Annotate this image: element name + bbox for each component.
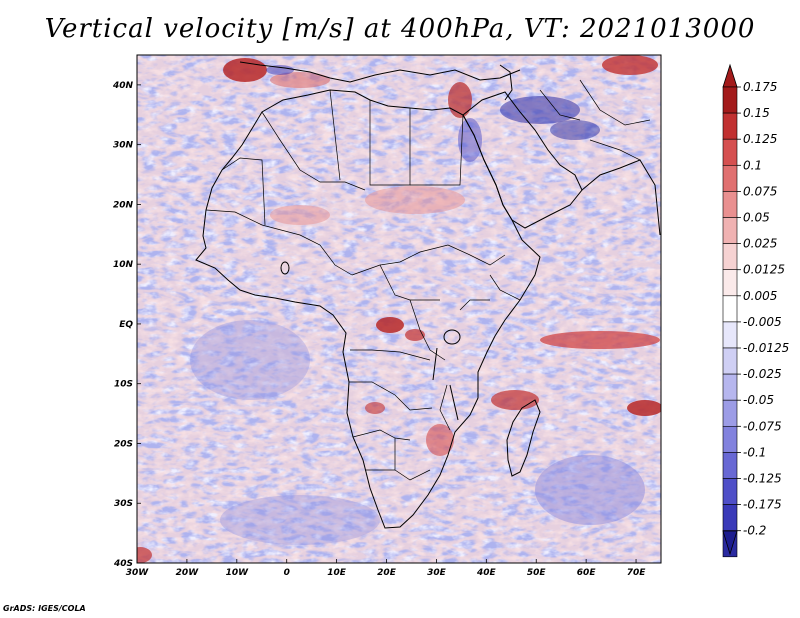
colorbar-swatch — [722, 217, 738, 244]
colorbar-swatch — [722, 138, 738, 166]
colorbar-min-arrow — [722, 530, 738, 556]
colorbar-label: -0.2 — [743, 524, 766, 538]
colorbar-label: 0.15 — [743, 106, 770, 120]
lat-tick-label: 10N — [113, 260, 134, 270]
colorbar-label: -0.0125 — [743, 341, 789, 355]
lon-tick-label: 10W — [226, 568, 250, 578]
colorbar-max-arrow — [722, 63, 738, 88]
lon-tick-label: 0 — [284, 568, 290, 578]
colorbar-swatch — [722, 243, 738, 271]
lat-tick-label: 10S — [114, 380, 133, 390]
colorbar-swatch — [722, 399, 738, 427]
strong-subsidence-patches — [190, 65, 645, 545]
map-frame — [136, 54, 662, 564]
lat-tick-label: 30N — [113, 141, 134, 151]
lat-tick-label: 30S — [114, 499, 133, 509]
colorbar-swatch — [722, 347, 738, 375]
colorbar-label: 0.1 — [743, 158, 762, 172]
colorbar-swatch — [722, 165, 738, 192]
lakes — [280, 261, 461, 421]
colorbar-label: -0.005 — [743, 315, 782, 329]
colorbar: 0.175 0.15 0.125 0.1 0.075 0.05 0.025 0.0125 0.0… — [722, 63, 789, 558]
colorbar-label: -0.075 — [743, 419, 782, 433]
colorbar-label: -0.125 — [743, 472, 782, 486]
colorbar-label: -0.175 — [743, 498, 782, 512]
arabia-coastline — [462, 91, 583, 229]
lat-tick-label: 40N — [112, 81, 134, 91]
map-title: Vertical velocity [m/s] at 400hPa, VT: 2… — [44, 14, 756, 44]
colorbar-swatch — [722, 478, 738, 505]
caspian-coastline — [499, 64, 513, 101]
colorbar-label: -0.05 — [743, 393, 774, 407]
madagascar-coastline — [506, 399, 541, 477]
lon-tick-label: 50E — [527, 568, 547, 578]
lon-tick-label: 20W — [176, 568, 200, 578]
lon-tick-label: 40E — [476, 568, 497, 578]
colorbar-swatch — [722, 452, 738, 479]
colorbar-swatch — [722, 295, 738, 323]
colorbar-swatch — [722, 504, 738, 532]
longitude-axis: 30W 20W 10W 0 10E 20E 30E 40E 50E 60E 70E — [126, 559, 646, 578]
grads-credit: GrADS: IGES/COLA — [3, 604, 86, 613]
colorbar-label: 0.05 — [743, 211, 770, 225]
country-borders — [205, 79, 651, 481]
lat-tick-label: 20N — [113, 200, 134, 210]
colorbar-label: 0.005 — [743, 289, 777, 303]
colorbar-swatch — [722, 373, 738, 401]
lat-tick-label: 40S — [113, 559, 133, 569]
latitude-axis: 40N 30N 20N 10N EQ 10S 20S 30S 40S — [112, 81, 141, 569]
coastlines — [195, 61, 661, 529]
asia-coastline — [581, 159, 661, 236]
colorbar-label: 0.025 — [743, 237, 777, 251]
lon-tick-label: 70E — [627, 568, 647, 578]
lat-tick-label: 20S — [114, 439, 133, 449]
velocity-field — [137, 55, 661, 563]
africa-coastline — [195, 89, 541, 529]
lat-tick-label: EQ — [119, 320, 133, 330]
colorbar-label: 0.0125 — [743, 263, 785, 277]
lon-tick-label: 20E — [377, 568, 397, 578]
colorbar-swatch — [722, 269, 738, 297]
colorbar-swatch — [722, 425, 738, 453]
europe-coastline — [239, 61, 521, 83]
colorbar-label: 0.175 — [743, 80, 777, 94]
lon-tick-label: 30E — [427, 568, 447, 578]
lon-tick-label: 60E — [577, 568, 597, 578]
colorbar-swatch — [722, 191, 738, 218]
colorbar-label: 0.125 — [743, 132, 777, 146]
colorbar-swatch — [722, 321, 738, 349]
colorbar-label: 0.075 — [743, 184, 777, 198]
lon-tick-label: 30W — [126, 568, 150, 578]
colorbar-swatch — [722, 112, 738, 140]
colorbar-label: -0.1 — [743, 445, 766, 459]
strong-updraft-patches — [137, 55, 661, 563]
lon-tick-label: 10E — [327, 568, 347, 578]
colorbar-label: -0.025 — [743, 367, 782, 381]
colorbar-swatch — [722, 86, 738, 114]
